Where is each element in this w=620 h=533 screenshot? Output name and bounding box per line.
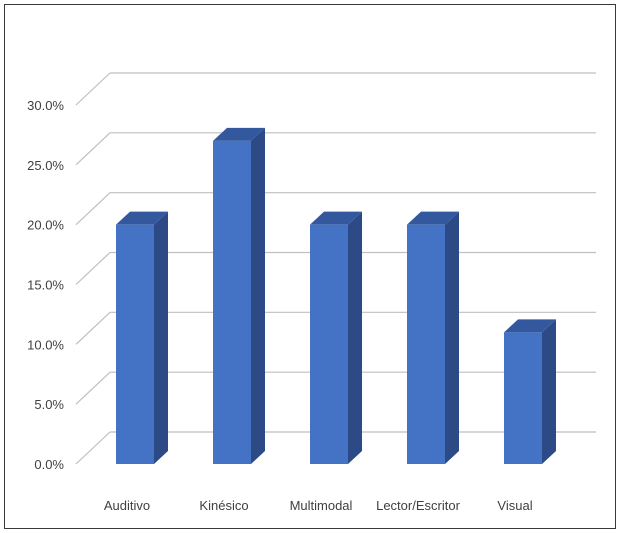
bar <box>310 211 362 464</box>
bar-front <box>504 332 542 464</box>
bar-top <box>213 127 265 141</box>
gridline-depth <box>75 252 111 285</box>
bar-top <box>504 319 556 333</box>
gridline-depth <box>75 192 111 226</box>
x-category-label: Kinésico <box>199 498 248 513</box>
bar-top <box>310 211 362 225</box>
x-category-label: Lector/Escritor <box>376 498 460 513</box>
bar-top <box>116 211 168 225</box>
gridline-depth <box>75 431 111 465</box>
bar <box>213 127 265 465</box>
x-category-label: Visual <box>497 498 532 513</box>
bar-side <box>154 211 168 464</box>
y-tick-label: 25.0% <box>27 158 64 173</box>
bar-side <box>542 319 556 464</box>
bar <box>407 211 459 464</box>
y-tick-label: 15.0% <box>27 278 64 293</box>
bar-side <box>445 211 459 464</box>
x-category-label: Auditivo <box>104 498 150 513</box>
bar <box>504 319 556 464</box>
y-tick-label: 0.0% <box>34 457 64 472</box>
gridline-depth <box>75 132 111 166</box>
x-category-label: Multimodal <box>290 498 353 513</box>
bar-front <box>407 224 445 464</box>
bar <box>116 211 168 464</box>
y-tick-label: 5.0% <box>34 397 64 412</box>
bar-front <box>213 140 251 464</box>
gridline-depth <box>75 72 111 106</box>
bar-top <box>407 211 459 225</box>
bar-front <box>116 224 154 464</box>
gridline-depth <box>75 371 111 405</box>
bar-front <box>310 224 348 464</box>
bar-side <box>251 127 265 465</box>
y-tick-label: 10.0% <box>27 337 64 352</box>
bar-side <box>348 211 362 464</box>
y-tick-label: 20.0% <box>27 218 64 233</box>
y-tick-label: 30.0% <box>27 98 64 113</box>
gridline-depth <box>75 311 111 345</box>
